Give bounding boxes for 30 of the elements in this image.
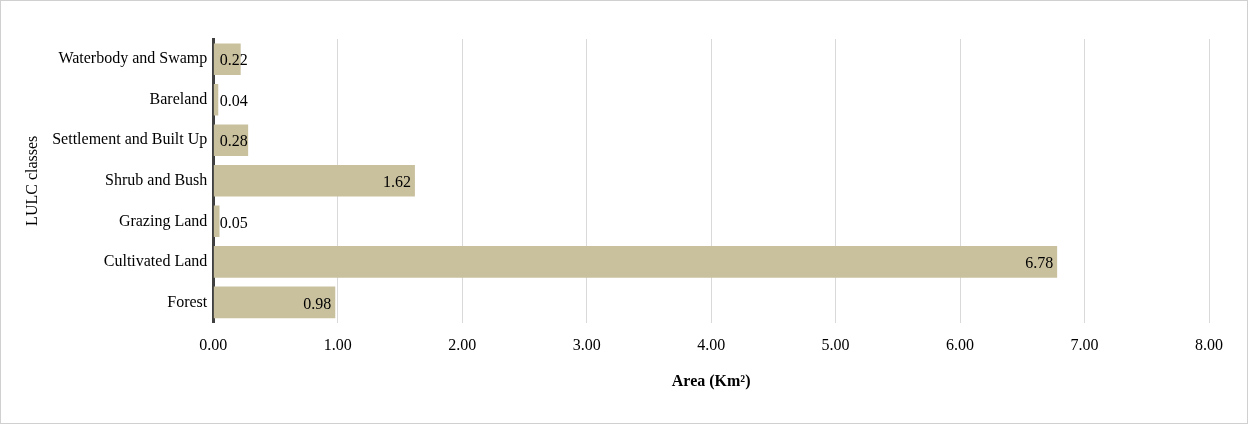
data-label: 0.98	[303, 294, 332, 312]
data-label: 0.28	[219, 132, 248, 150]
y-tick-label: Grazing Land	[118, 211, 208, 230]
y-tick-label: Shrub and Bush	[105, 171, 208, 188]
data-label: 0.22	[219, 51, 248, 69]
x-tick-label: 0.00	[199, 336, 228, 354]
x-tick-label: 2.00	[448, 336, 477, 354]
y-axis-title: LULC classes	[22, 135, 40, 226]
bar	[213, 83, 219, 116]
x-tick-label: 1.00	[323, 336, 352, 354]
x-axis-title: Area (Km²)	[671, 371, 751, 390]
y-tick-label: Cultivated Land	[103, 252, 208, 270]
data-label: 0.04	[219, 91, 248, 109]
bar	[213, 165, 415, 197]
y-tick-label: Forest	[167, 292, 208, 310]
x-tick-label: 5.00	[821, 336, 850, 354]
y-tick-label: Bareland	[149, 89, 208, 107]
y-tick-label: Waterbody and Swamp	[58, 49, 208, 68]
y-tick-label: Settlement and Built Up	[52, 130, 208, 149]
x-tick-label: 4.00	[697, 336, 726, 354]
x-tick-label: 3.00	[572, 336, 601, 354]
data-label: 0.05	[219, 213, 248, 231]
data-label: 6.78	[1025, 254, 1054, 272]
x-tick-label: 7.00	[1070, 336, 1099, 354]
bar	[213, 246, 1058, 278]
bar	[213, 205, 220, 238]
x-tick-label: 8.00	[1195, 336, 1223, 354]
data-label: 1.62	[382, 173, 411, 190]
x-tick-label: 6.00	[946, 336, 975, 354]
bar	[213, 286, 336, 319]
